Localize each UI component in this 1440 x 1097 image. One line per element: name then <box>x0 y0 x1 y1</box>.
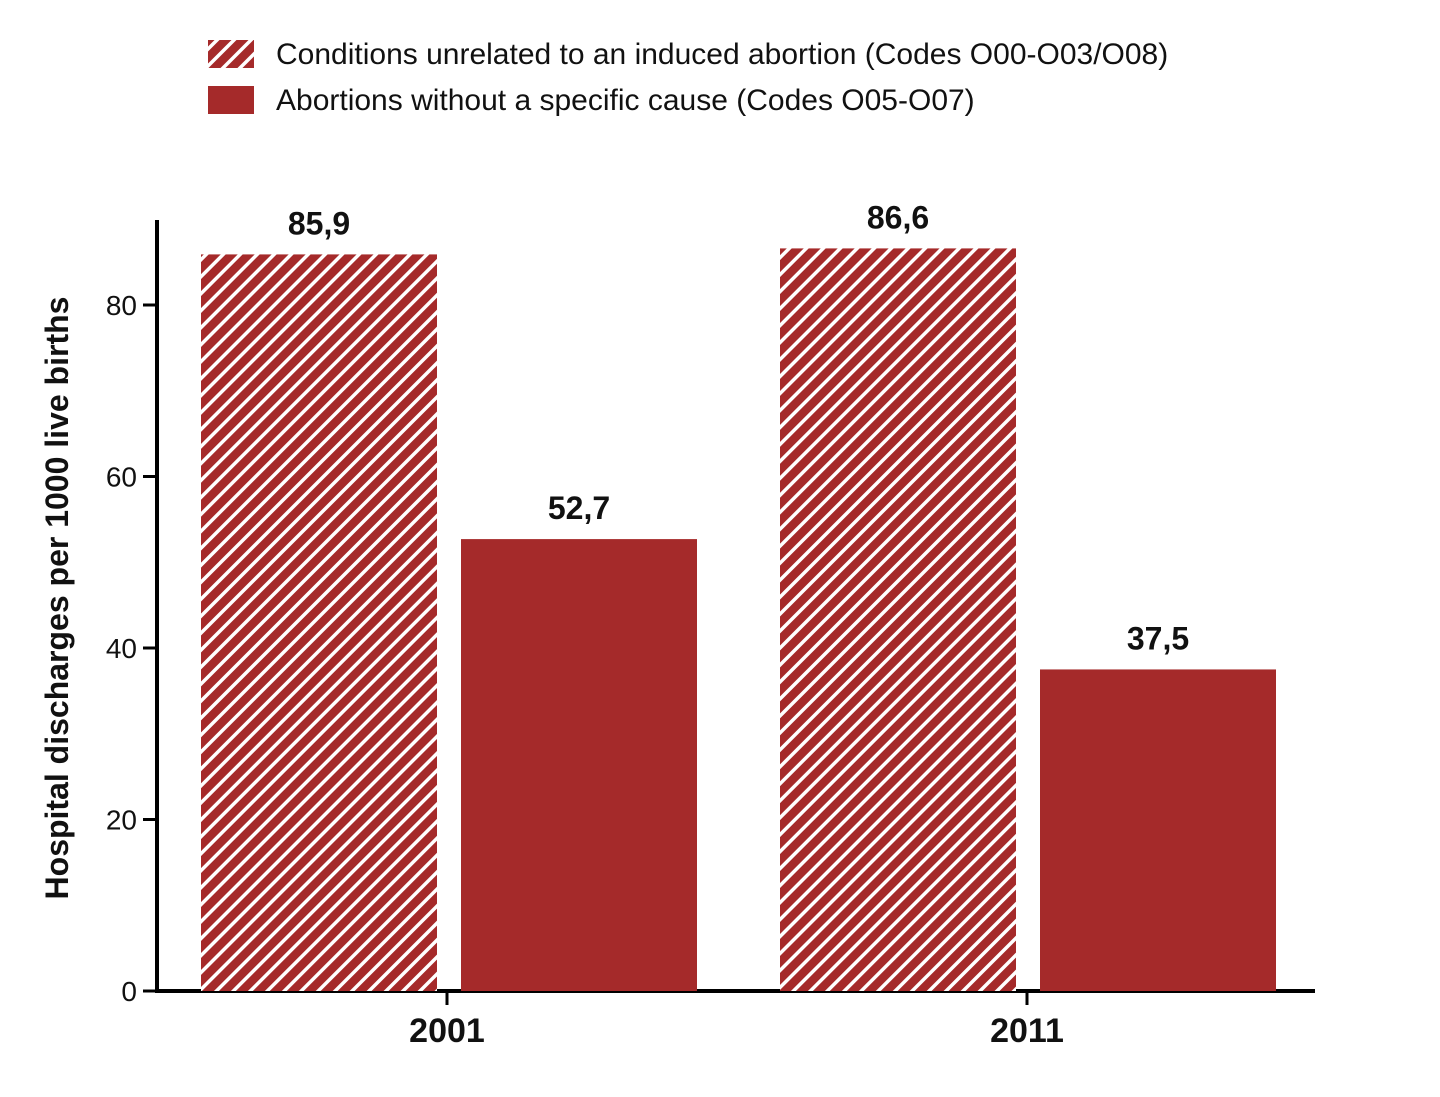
legend-label-series-1: Conditions unrelated to an induced abort… <box>276 38 1168 71</box>
bar-chart: Conditions unrelated to an induced abort… <box>0 0 1440 1092</box>
x-tick-label-2011: 2011 <box>990 1012 1064 1050</box>
bar-2011-series-1 <box>780 248 1016 991</box>
bars <box>201 248 1276 991</box>
legend-label-series-2: Abortions without a specific cause (Code… <box>276 84 975 117</box>
legend-item-series-1: Conditions unrelated to an induced abort… <box>208 38 1168 71</box>
bar-2001-series-2 <box>461 539 697 991</box>
data-label-2001-series-2: 52,7 <box>548 490 610 526</box>
legend-swatch-solid <box>208 86 254 114</box>
y-tick-label: 40 <box>106 633 137 664</box>
data-label-2011-series-1: 86,6 <box>867 199 929 235</box>
x-tick-label-2001: 2001 <box>409 1012 485 1050</box>
bar-2001-series-1 <box>201 254 437 991</box>
chart-svg: Conditions unrelated to an induced abort… <box>0 0 1440 1092</box>
bar-2011-series-2 <box>1040 669 1276 991</box>
y-tick-label: 80 <box>106 290 137 321</box>
y-tick-label: 0 <box>121 976 137 1007</box>
y-tick-label: 60 <box>106 462 137 493</box>
data-label-2001-series-1: 85,9 <box>288 205 350 241</box>
data-label-2011-series-2: 37,5 <box>1127 620 1189 656</box>
legend-item-series-2: Abortions without a specific cause (Code… <box>208 84 975 117</box>
y-tick-label: 20 <box>106 805 137 836</box>
legend-swatch-hatched <box>208 40 254 68</box>
legend: Conditions unrelated to an induced abort… <box>208 38 1168 117</box>
y-axis-label: Hospital discharges per 1000 live births <box>39 297 75 900</box>
